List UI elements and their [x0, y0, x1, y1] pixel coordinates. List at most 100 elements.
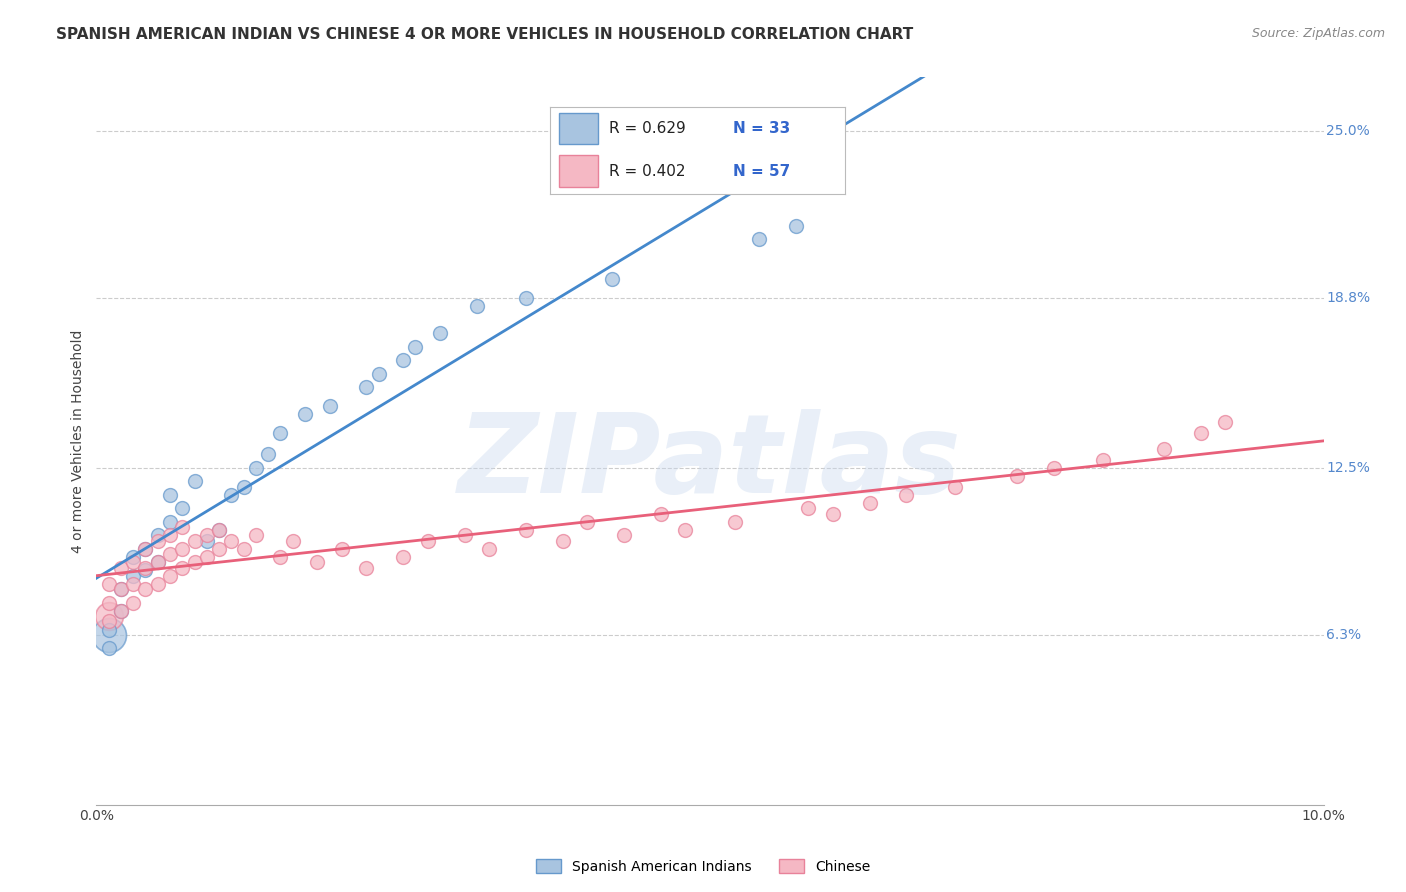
Point — [159, 488, 181, 502]
Point — [1091, 453, 1114, 467]
Point — [429, 326, 451, 341]
Point — [110, 582, 132, 596]
Point — [97, 615, 120, 629]
Point — [551, 533, 574, 548]
Point — [858, 496, 880, 510]
Point — [330, 541, 353, 556]
Point — [1153, 442, 1175, 456]
Point — [122, 568, 145, 582]
Point — [159, 528, 181, 542]
Point — [318, 399, 340, 413]
Point — [183, 475, 205, 489]
Point — [478, 541, 501, 556]
Point — [1189, 425, 1212, 440]
Point — [232, 541, 254, 556]
Point — [146, 533, 169, 548]
Point — [245, 528, 267, 542]
Point — [221, 488, 243, 502]
Point — [134, 541, 156, 556]
Point — [515, 291, 537, 305]
Point — [183, 555, 205, 569]
Point — [245, 461, 267, 475]
Text: 25.0%: 25.0% — [1326, 124, 1369, 138]
Point — [1215, 415, 1237, 429]
Point — [110, 560, 132, 574]
Point — [195, 549, 218, 564]
Point — [600, 272, 623, 286]
Point — [356, 560, 378, 574]
Point — [183, 533, 205, 548]
Point — [404, 340, 426, 354]
Point — [146, 555, 169, 569]
Text: SPANISH AMERICAN INDIAN VS CHINESE 4 OR MORE VEHICLES IN HOUSEHOLD CORRELATION C: SPANISH AMERICAN INDIAN VS CHINESE 4 OR … — [56, 27, 914, 42]
Text: 18.8%: 18.8% — [1326, 292, 1371, 305]
Point — [453, 528, 475, 542]
Point — [269, 549, 291, 564]
Legend: Spanish American Indians, Chinese: Spanish American Indians, Chinese — [529, 852, 877, 880]
Point — [134, 541, 156, 556]
Point — [134, 563, 156, 577]
Point — [307, 555, 329, 569]
Point — [172, 520, 194, 534]
Text: 6.3%: 6.3% — [1326, 628, 1361, 642]
Point — [97, 628, 120, 642]
Point — [159, 568, 181, 582]
Point — [613, 528, 636, 542]
Point — [208, 541, 231, 556]
Point — [134, 582, 156, 596]
Point — [1005, 469, 1028, 483]
Point — [159, 547, 181, 561]
Text: Source: ZipAtlas.com: Source: ZipAtlas.com — [1251, 27, 1385, 40]
Point — [172, 541, 194, 556]
Point — [122, 596, 145, 610]
Point — [146, 528, 169, 542]
Point — [159, 515, 181, 529]
Point — [294, 407, 316, 421]
Y-axis label: 4 or more Vehicles in Household: 4 or more Vehicles in Household — [72, 329, 86, 553]
Point — [110, 604, 132, 618]
Point — [785, 219, 807, 233]
Point — [392, 549, 415, 564]
Point — [97, 609, 120, 624]
Point — [416, 533, 439, 548]
Point — [122, 549, 145, 564]
Point — [97, 623, 120, 637]
Point — [221, 533, 243, 548]
Point — [208, 523, 231, 537]
Point — [134, 560, 156, 574]
Point — [945, 480, 967, 494]
Point — [172, 501, 194, 516]
Point — [110, 604, 132, 618]
Point — [97, 576, 120, 591]
Point — [195, 533, 218, 548]
Point — [650, 507, 672, 521]
Point — [122, 555, 145, 569]
Point — [281, 533, 304, 548]
Point — [896, 488, 918, 502]
Point — [675, 523, 697, 537]
Point — [515, 523, 537, 537]
Point — [269, 425, 291, 440]
Point — [146, 576, 169, 591]
Point — [465, 299, 488, 313]
Point — [257, 448, 280, 462]
Point — [748, 232, 770, 246]
Point — [172, 560, 194, 574]
Point — [797, 501, 820, 516]
Point — [367, 367, 389, 381]
Point — [110, 582, 132, 596]
Point — [392, 353, 415, 368]
Point — [356, 380, 378, 394]
Point — [232, 480, 254, 494]
Point — [1042, 461, 1064, 475]
Point — [122, 576, 145, 591]
Point — [208, 523, 231, 537]
Text: 12.5%: 12.5% — [1326, 461, 1369, 475]
Point — [576, 515, 599, 529]
Point — [146, 555, 169, 569]
Point — [723, 515, 745, 529]
Point — [97, 596, 120, 610]
Text: ZIPatlas: ZIPatlas — [458, 409, 962, 516]
Point — [195, 528, 218, 542]
Point — [97, 641, 120, 656]
